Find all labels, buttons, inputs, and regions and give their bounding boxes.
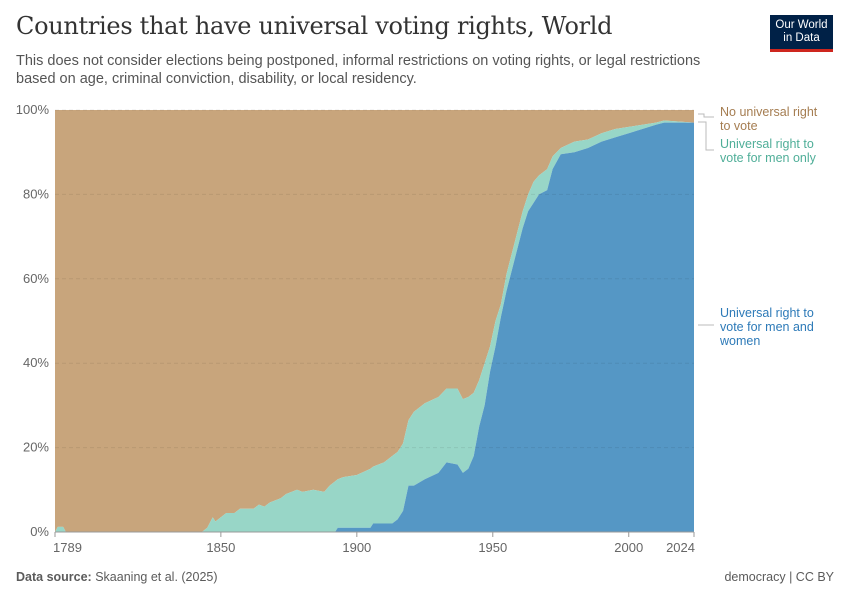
area-men-and-women[interactable] <box>55 122 694 532</box>
y-tick-label: 80% <box>23 186 49 201</box>
x-tick-label: 1850 <box>206 540 235 555</box>
label-men-only: Universal right to vote for men only <box>720 137 816 165</box>
y-tick-label: 0% <box>30 524 49 539</box>
label-connector <box>698 113 714 151</box>
x-tick-label: 1900 <box>342 540 371 555</box>
owid-logo[interactable]: Our World in Data <box>770 15 833 52</box>
y-tick-label: 20% <box>23 440 49 455</box>
area-no-universal-right[interactable] <box>55 110 694 532</box>
license[interactable]: democracy | CC BY <box>724 570 834 584</box>
chart-title: Countries that have universal voting rig… <box>16 12 613 40</box>
data-source: Data source: Skaaning et al. (2025) <box>16 570 218 584</box>
source-link[interactable]: Skaaning et al. (2025) <box>95 570 218 584</box>
x-tick-label: 2024 <box>666 540 695 555</box>
y-tick-label: 100% <box>16 102 50 117</box>
x-tick-label: 1789 <box>53 540 82 555</box>
source-label: Data source: <box>16 570 92 584</box>
chart-subtitle: This does not consider elections being p… <box>16 53 701 87</box>
x-tick-label: 1950 <box>478 540 507 555</box>
x-tick-label: 2000 <box>614 540 643 555</box>
y-tick-label: 40% <box>23 355 49 370</box>
y-tick-label: 60% <box>23 271 49 286</box>
label-no-universal-right: No universal right to vote <box>720 105 818 133</box>
label-men-and-women: Universal right to vote for men and wome… <box>720 306 814 348</box>
